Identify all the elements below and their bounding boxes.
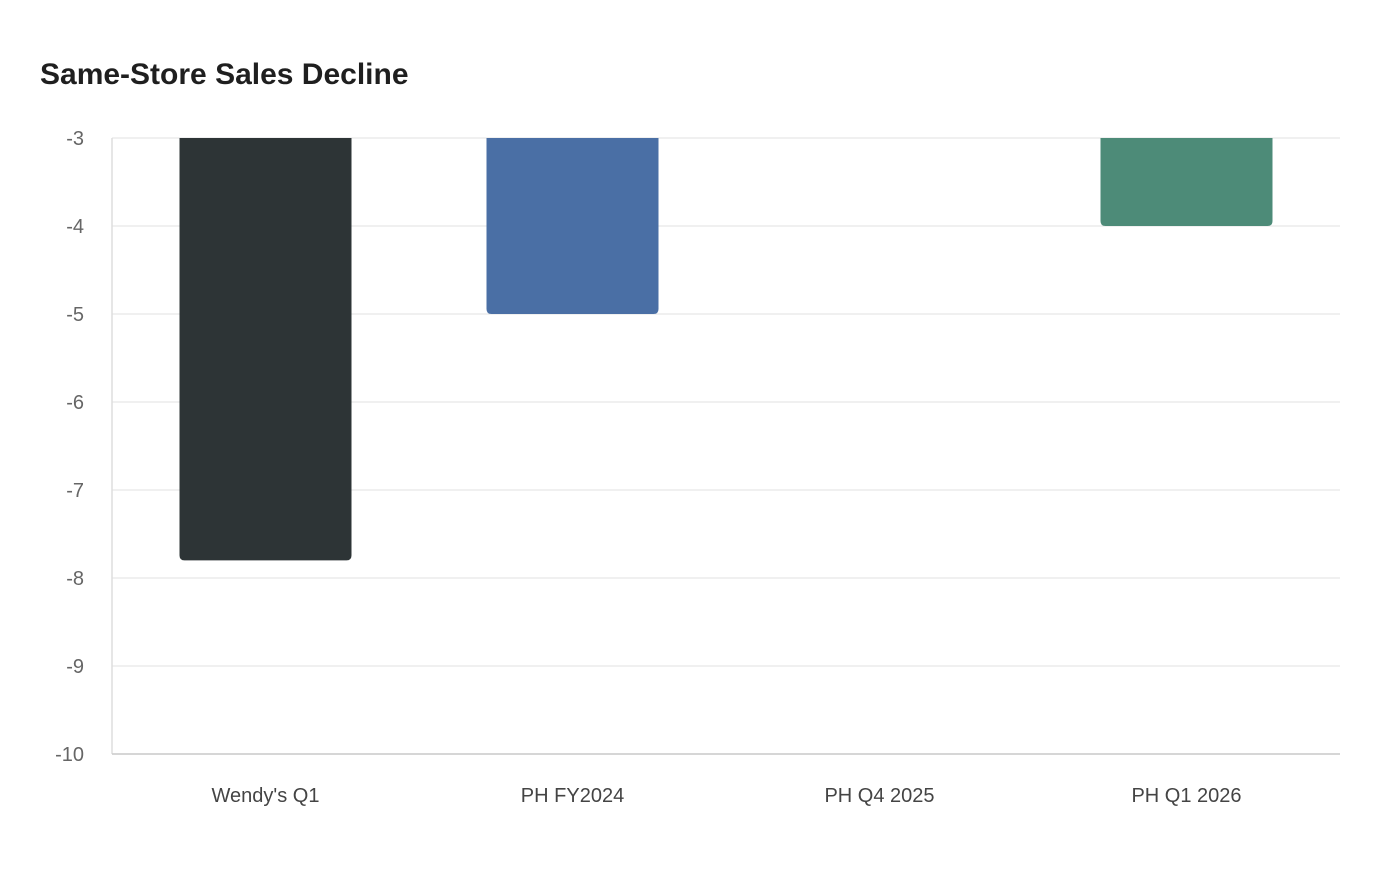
y-tick-label: -5 (66, 304, 84, 326)
x-tick-label: PH FY2024 (521, 785, 624, 807)
x-tick-label: PH Q1 2026 (1131, 785, 1241, 807)
y-tick-label: -10 (55, 744, 84, 766)
bar-wendy-s-q1 (179, 138, 352, 561)
y-tick-label: -4 (66, 216, 84, 238)
x-tick-label: PH Q4 2025 (824, 785, 934, 807)
bar-ph-fy2024 (486, 138, 659, 314)
y-tick-label: -8 (66, 568, 84, 590)
y-tick-label: -7 (66, 480, 84, 502)
bar-ph-q1-2026 (1100, 138, 1273, 226)
y-tick-label: -9 (66, 656, 84, 678)
y-tick-label: -6 (66, 392, 84, 414)
x-tick-label: Wendy's Q1 (212, 785, 320, 807)
chart-title: Same-Store Sales Decline (40, 58, 409, 91)
y-tick-label: -3 (66, 128, 84, 150)
